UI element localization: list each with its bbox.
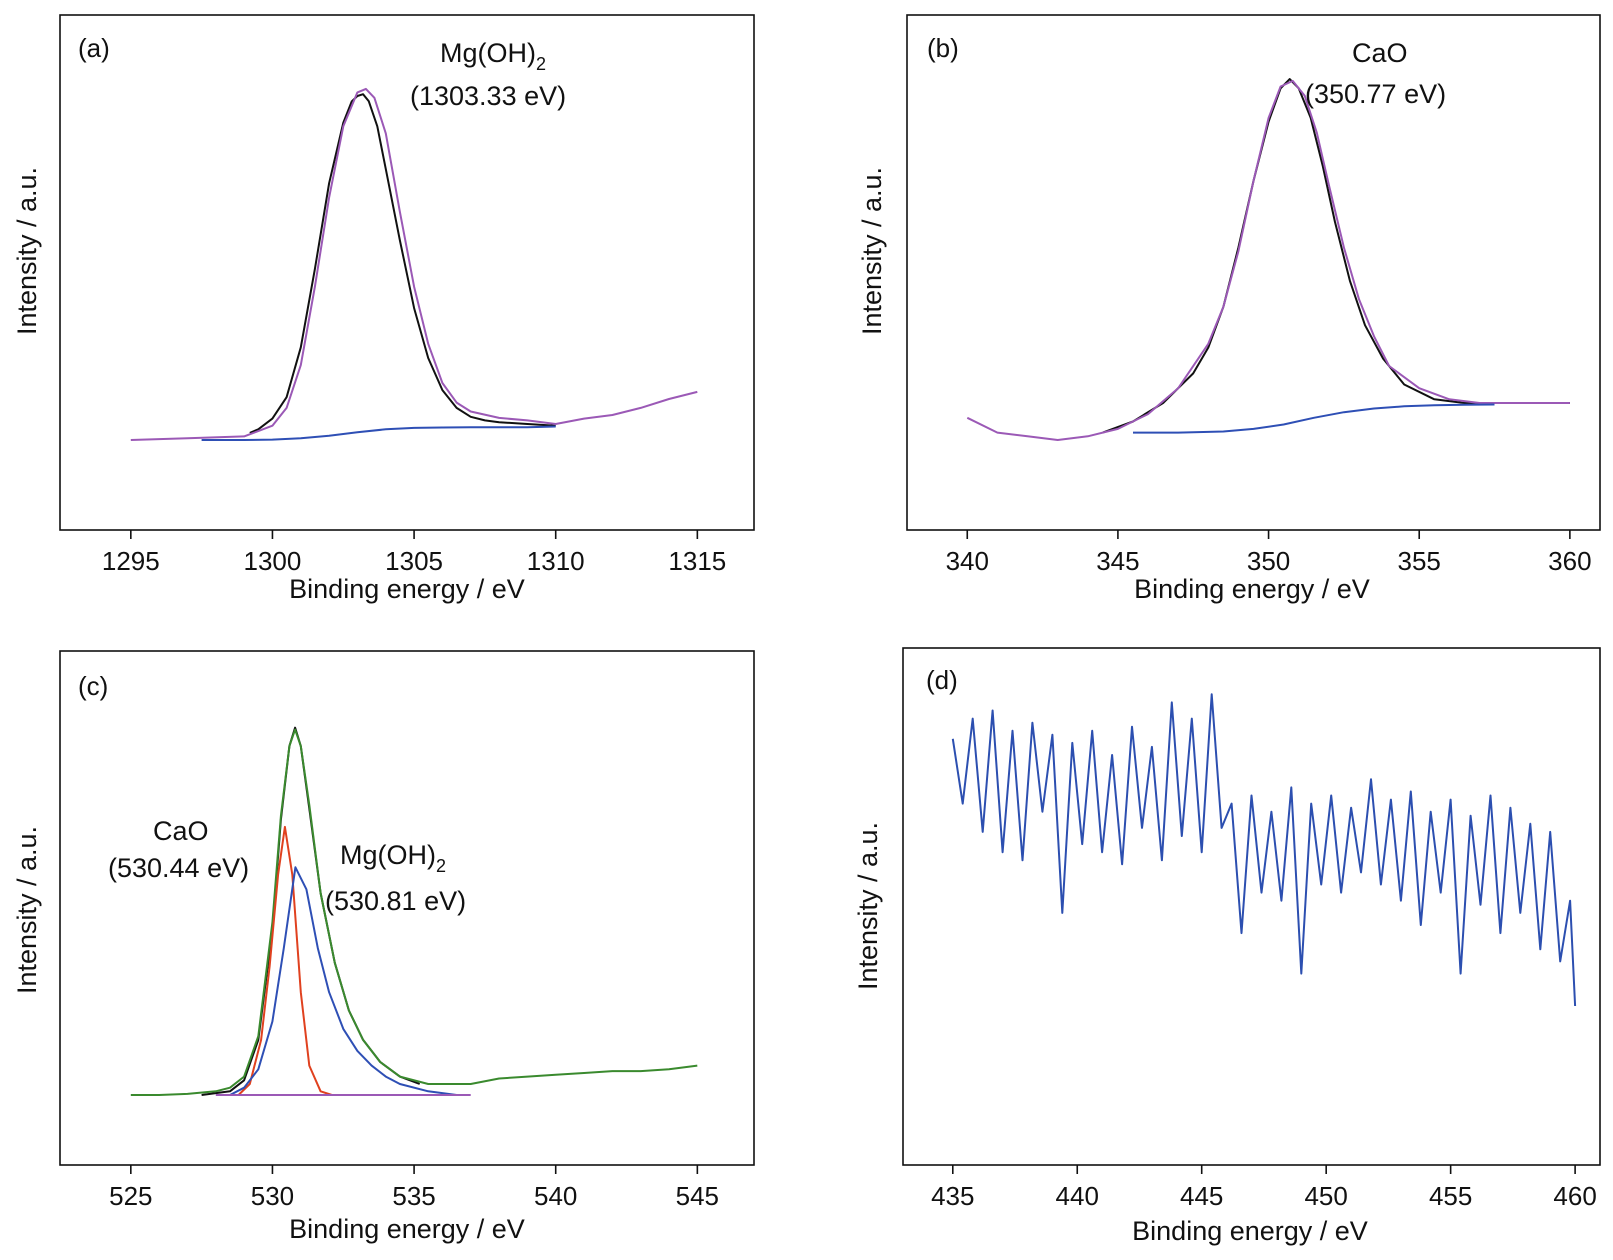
x-tick-label: 1310 xyxy=(527,546,585,576)
peak-label-species: Mg(OH) xyxy=(340,840,436,870)
x-tick-label: 435 xyxy=(931,1181,974,1211)
x-tick-label: 545 xyxy=(676,1181,719,1211)
y-axis-label: Intensity / a.u. xyxy=(853,822,883,990)
x-tick-label: 345 xyxy=(1096,546,1139,576)
plot-frame xyxy=(59,650,755,1166)
series-group xyxy=(130,726,698,1096)
x-axis-label: Binding energy / eV xyxy=(1132,1216,1368,1246)
series-line-raw xyxy=(1102,78,1570,434)
series-line-envelope-fit xyxy=(130,728,698,1096)
series-line-cao xyxy=(237,825,333,1096)
panel-b: 340 345 350 355 360 (b) CaO (350.77 eV) Bind… xyxy=(857,14,1601,604)
subscript-2: 2 xyxy=(436,856,446,876)
x-tick-label: 540 xyxy=(534,1181,577,1211)
panel-label: (d) xyxy=(926,665,958,695)
x-tick-label: 440 xyxy=(1056,1181,1099,1211)
peak-label-mgoh2: Mg(OH)2 xyxy=(440,38,546,74)
panel-a: 1295 1300 1305 1310 1315 (a) Mg(OH)2 (1303.3… xyxy=(12,14,755,604)
series-group xyxy=(966,78,1570,441)
x-ticks: 340 345 350 355 360 xyxy=(946,530,1592,576)
series-group xyxy=(130,87,698,441)
x-tick-label: 535 xyxy=(392,1181,435,1211)
x-tick-label: 450 xyxy=(1304,1181,1347,1211)
x-tick-label: 1305 xyxy=(385,546,443,576)
series-line-background xyxy=(1133,403,1495,434)
series-line-mg-oh-2 xyxy=(229,866,457,1096)
x-tick-label: 530 xyxy=(251,1181,294,1211)
plot-frame xyxy=(902,647,1601,1166)
panel-label: (b) xyxy=(927,33,959,63)
peak-label-mgoh2-energy: (530.81 eV) xyxy=(325,886,466,916)
panel-label: (a) xyxy=(78,33,110,63)
peak-label-energy: (350.77 eV) xyxy=(1305,79,1446,109)
x-ticks: 435 440 445 450 455 460 xyxy=(931,1165,1597,1211)
series-group xyxy=(951,693,1577,1007)
x-tick-label: 1315 xyxy=(668,546,726,576)
x-ticks: 1295 1300 1305 1310 1315 xyxy=(102,530,726,576)
x-tick-label: 1295 xyxy=(102,546,160,576)
x-tick-label: 445 xyxy=(1180,1181,1223,1211)
x-tick-label: 360 xyxy=(1548,546,1591,576)
series-line-fit xyxy=(130,87,698,441)
y-axis-label: Intensity / a.u. xyxy=(12,826,42,994)
plot-frame xyxy=(906,14,1601,531)
peak-label-energy: (1303.33 eV) xyxy=(410,81,566,111)
peak-label-cao-energy: (530.44 eV) xyxy=(108,853,249,883)
series-line-fit xyxy=(966,79,1570,441)
x-ticks: 525 530 535 540 545 xyxy=(109,1165,719,1211)
series-line-background xyxy=(201,425,556,441)
panel-label: (c) xyxy=(78,671,108,701)
panel-d: 435 440 445 450 455 460 (d) Binding energy / … xyxy=(853,647,1601,1246)
x-tick-label: 355 xyxy=(1398,546,1441,576)
x-tick-label: 1300 xyxy=(244,546,302,576)
x-axis-label: Binding energy / eV xyxy=(289,574,525,604)
y-axis-label: Intensity / a.u. xyxy=(857,167,887,335)
subscript-2: 2 xyxy=(536,54,546,74)
series-line-raw xyxy=(249,93,556,434)
plot-frame xyxy=(59,14,755,531)
y-axis-label: Intensity / a.u. xyxy=(12,167,42,335)
x-tick-label: 340 xyxy=(946,546,989,576)
peak-label-mgoh2: Mg(OH)2 xyxy=(340,840,446,876)
x-tick-label: 455 xyxy=(1429,1181,1472,1211)
panel-c: 525 530 535 540 545 (c) CaO (530.44 eV) Mg(O… xyxy=(12,650,755,1244)
series-line-spectrum xyxy=(951,693,1577,1007)
x-tick-label: 525 xyxy=(109,1181,152,1211)
peak-label-species: Mg(OH) xyxy=(440,38,536,68)
x-axis-label: Binding energy / eV xyxy=(1134,574,1370,604)
peak-label-cao-species: CaO xyxy=(153,816,209,846)
x-tick-label: 350 xyxy=(1247,546,1290,576)
x-axis-label: Binding energy / eV xyxy=(289,1214,525,1244)
x-tick-label: 460 xyxy=(1553,1181,1596,1211)
peak-label-species: CaO xyxy=(1352,38,1408,68)
